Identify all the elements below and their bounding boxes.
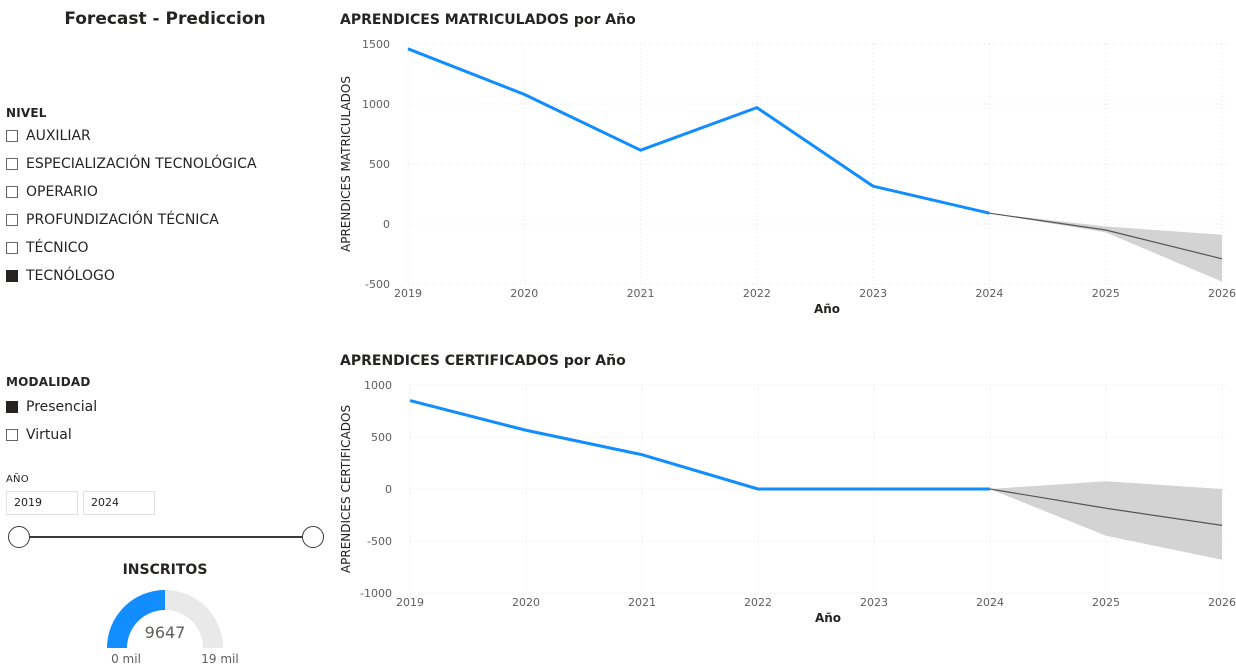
modalidad-item[interactable]: Virtual xyxy=(6,421,306,449)
x-tick-label: 2020 xyxy=(512,596,540,609)
chart-matriculados-title: APRENDICES MATRICULADOS por Año xyxy=(340,12,636,28)
page-title: Forecast - Prediccion xyxy=(64,9,266,29)
x-tick-label: 2025 xyxy=(1092,287,1120,300)
y-tick-label: 500 xyxy=(371,431,392,444)
inscritos-gauge: INSCRITOS 9647 0 mil 19 mil xyxy=(80,560,250,668)
nivel-checkbox[interactable] xyxy=(6,186,18,198)
y-tick-label: 1500 xyxy=(362,38,390,51)
y-tick-label: 500 xyxy=(369,158,390,171)
series-line xyxy=(409,399,990,491)
chart-certificados: -1000 -500 0 500 1000 2019 2020 2021 2022 2023 202… xyxy=(339,379,1236,625)
nivel-item[interactable]: PROFUNDIZACIÓN TÉCNICA xyxy=(6,206,306,234)
nivel-checkbox[interactable] xyxy=(6,242,18,254)
modalidad-item-label: Presencial xyxy=(26,399,98,415)
x-tick-label: 2024 xyxy=(976,596,1004,609)
forecast-confidence-band xyxy=(989,213,1222,282)
year-slider-track[interactable] xyxy=(20,536,312,538)
x-tick-label: 2020 xyxy=(510,287,538,300)
x-tick-label: 2021 xyxy=(627,287,655,300)
anio-slicer-header: AÑO xyxy=(6,474,29,485)
nivel-item-label: OPERARIO xyxy=(26,184,98,200)
nivel-item[interactable]: TECNÓLOGO xyxy=(6,262,306,290)
gauge-title: INSCRITOS xyxy=(122,562,208,578)
anio-slicer: AÑO 2019 2024 xyxy=(6,474,326,554)
x-tick-label: 2023 xyxy=(859,287,887,300)
nivel-item-label: AUXILIAR xyxy=(26,128,91,144)
nivel-item[interactable]: OPERARIO xyxy=(6,178,306,206)
nivel-item[interactable]: AUXILIAR xyxy=(6,122,306,150)
x-tick-label: 2023 xyxy=(860,596,888,609)
x-tick-label: 2021 xyxy=(628,596,656,609)
nivel-checkbox[interactable] xyxy=(6,158,18,170)
x-axis-title: Año xyxy=(815,611,841,625)
gauge-min-label: 0 mil xyxy=(111,652,141,666)
x-tick-label: 2026 xyxy=(1208,287,1236,300)
modalidad-item-label: Virtual xyxy=(26,427,72,443)
x-tick-label: 2022 xyxy=(744,596,772,609)
nivel-checkbox[interactable] xyxy=(6,270,18,282)
nivel-item-label: ESPECIALIZACIÓN TECNOLÓGICA xyxy=(26,156,257,172)
y-tick-label: 0 xyxy=(385,483,392,496)
nivel-slicer: NIVEL AUXILIAR ESPECIALIZACIÓN TECNOLÓGIC… xyxy=(6,106,306,290)
nivel-checkbox[interactable] xyxy=(6,214,18,226)
y-tick-label: -500 xyxy=(367,535,392,548)
chart-matriculados: -500 0 500 1000 1500 2019 2020 2021 2022 2023 2024… xyxy=(339,38,1236,316)
x-tick-label: 2024 xyxy=(975,287,1003,300)
series-line xyxy=(407,47,990,215)
gauge-fill xyxy=(107,590,165,648)
modalidad-slicer-items: Presencial Virtual xyxy=(6,393,306,449)
y-tick-label: 0 xyxy=(383,218,390,231)
forecast-line xyxy=(989,488,1223,526)
x-tick-label: 2022 xyxy=(743,287,771,300)
x-tick-label: 2019 xyxy=(396,596,424,609)
gauge-max-label: 19 mil xyxy=(201,652,239,666)
y-tick-label: 1000 xyxy=(364,379,392,392)
gauge-svg xyxy=(107,590,223,648)
modalidad-checkbox[interactable] xyxy=(6,429,18,441)
year-slider-end-handle[interactable] xyxy=(302,526,324,548)
modalidad-checkbox[interactable] xyxy=(6,401,18,413)
x-tick-label: 2026 xyxy=(1208,596,1236,609)
year-end-input[interactable]: 2024 xyxy=(83,491,155,515)
forecast-line xyxy=(989,212,1223,260)
y-tick-label: -500 xyxy=(365,278,390,291)
y-axis-title: APRENDICES CERTIFICADOS xyxy=(339,405,353,573)
nivel-item[interactable]: TÉCNICO xyxy=(6,234,306,262)
y-axis-title: APRENDICES MATRICULADOS xyxy=(339,76,353,252)
nivel-slicer-header: NIVEL xyxy=(6,106,47,120)
x-tick-label: 2025 xyxy=(1092,596,1120,609)
modalidad-slicer-header: MODALIDAD xyxy=(6,375,91,389)
year-slider-start-handle[interactable] xyxy=(8,526,30,548)
y-tick-label: -1000 xyxy=(360,587,392,600)
x-axis-title: Año xyxy=(814,302,840,316)
gauge-value: 9647 xyxy=(144,623,186,642)
modalidad-item[interactable]: Presencial xyxy=(6,393,306,421)
nivel-slicer-items: AUXILIAR ESPECIALIZACIÓN TECNOLÓGICA OPERA… xyxy=(6,122,306,290)
year-start-input[interactable]: 2019 xyxy=(6,491,78,515)
nivel-checkbox[interactable] xyxy=(6,130,18,142)
nivel-item-label: TÉCNICO xyxy=(26,240,89,256)
nivel-item[interactable]: ESPECIALIZACIÓN TECNOLÓGICA xyxy=(6,150,306,178)
nivel-item-label: PROFUNDIZACIÓN TÉCNICA xyxy=(26,212,219,228)
forecast-confidence-band xyxy=(990,481,1222,560)
chart-certificados-title: APRENDICES CERTIFICADOS por Año xyxy=(340,353,626,369)
modalidad-slicer: MODALIDAD Presencial Virtual xyxy=(6,375,306,449)
nivel-item-label: TECNÓLOGO xyxy=(26,268,115,284)
x-tick-label: 2019 xyxy=(394,287,422,300)
y-tick-label: 1000 xyxy=(362,98,390,111)
